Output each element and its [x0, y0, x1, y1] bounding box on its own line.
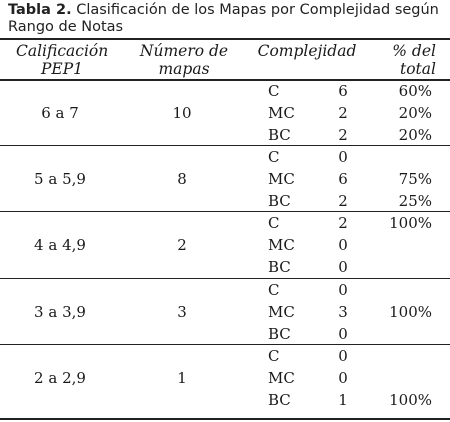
cell-percent: 100% — [389, 391, 432, 409]
header-calificacion: Calificación PEP1 — [16, 42, 109, 78]
cell-percent: 75% — [398, 170, 432, 188]
cell-count: 2 — [338, 104, 348, 122]
cell-count: 2 — [338, 214, 348, 232]
cell-count: 0 — [338, 369, 348, 387]
cell-complejidad: BC — [268, 192, 291, 210]
cell-numero-mapas: 8 — [177, 170, 187, 188]
cell-percent: 20% — [398, 104, 432, 122]
cell-numero-mapas: 2 — [177, 236, 187, 254]
cell-complejidad: MC — [268, 369, 295, 387]
cell-percent: 100% — [389, 303, 432, 321]
cell-complejidad: C — [268, 281, 280, 299]
cell-complejidad: BC — [268, 325, 291, 343]
group-divider — [0, 145, 450, 146]
cell-complejidad: C — [268, 214, 280, 232]
cell-complejidad: MC — [268, 170, 295, 188]
group-divider — [0, 344, 450, 345]
table-top-rule — [0, 38, 450, 40]
cell-percent: 20% — [398, 126, 432, 144]
table-caption: Tabla 2. Clasificación de los Mapas por … — [8, 2, 444, 36]
cell-count: 0 — [338, 258, 348, 276]
cell-count: 0 — [338, 281, 348, 299]
cell-calificacion: 2 a 2,9 — [34, 369, 86, 387]
cell-count: 0 — [338, 325, 348, 343]
table-bottom-rule — [0, 418, 450, 420]
cell-count: 2 — [338, 192, 348, 210]
cell-calificacion: 6 a 7 — [41, 104, 79, 122]
cell-complejidad: BC — [268, 126, 291, 144]
cell-complejidad: BC — [268, 391, 291, 409]
cell-complejidad: MC — [268, 303, 295, 321]
cell-calificacion: 3 a 3,9 — [34, 303, 86, 321]
cell-count: 0 — [338, 148, 348, 166]
cell-complejidad: MC — [268, 236, 295, 254]
cell-percent: 100% — [389, 214, 432, 232]
cell-count: 6 — [338, 170, 348, 188]
group-divider — [0, 211, 450, 212]
cell-calificacion: 4 a 4,9 — [34, 236, 86, 254]
header-rule — [0, 79, 450, 81]
cell-numero-mapas: 3 — [177, 303, 187, 321]
cell-count: 1 — [338, 391, 348, 409]
cell-numero-mapas: 10 — [172, 104, 192, 122]
cell-count: 0 — [338, 347, 348, 365]
cell-numero-mapas: 1 — [177, 369, 187, 387]
header-complejidad: Complejidad — [257, 42, 357, 60]
cell-complejidad: C — [268, 148, 280, 166]
cell-complejidad: MC — [268, 104, 295, 122]
cell-percent: 25% — [398, 192, 432, 210]
cell-complejidad: BC — [268, 258, 291, 276]
header-porcentaje-total: % del total — [392, 42, 436, 78]
cell-calificacion: 5 a 5,9 — [34, 170, 86, 188]
table-caption-label: Tabla 2. — [8, 2, 72, 18]
cell-count: 6 — [338, 82, 348, 100]
cell-percent: 60% — [398, 82, 432, 100]
table-caption-text: Clasificación de los Mapas por Complejid… — [8, 2, 439, 35]
cell-count: 3 — [338, 303, 348, 321]
cell-complejidad: C — [268, 82, 280, 100]
group-divider — [0, 278, 450, 279]
cell-count: 0 — [338, 236, 348, 254]
header-numero-mapas: Número de mapas — [139, 42, 229, 78]
cell-complejidad: C — [268, 347, 280, 365]
cell-count: 2 — [338, 126, 348, 144]
